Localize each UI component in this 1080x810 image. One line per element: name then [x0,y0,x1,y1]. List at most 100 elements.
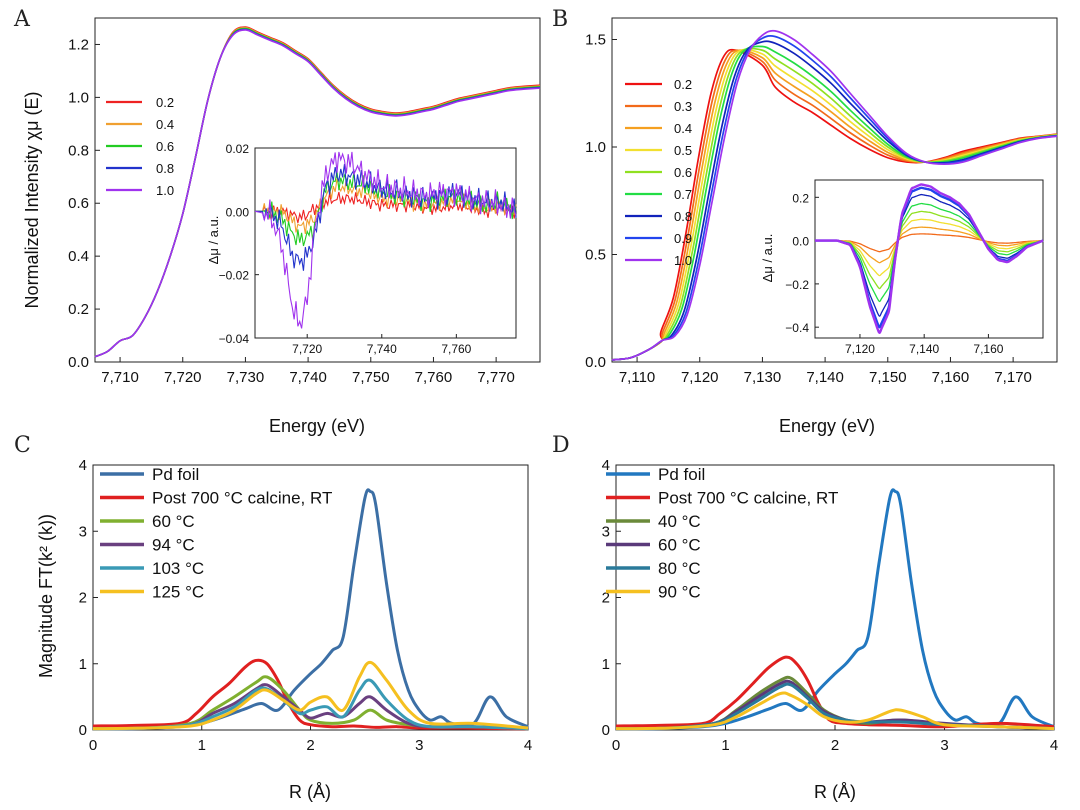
chart-panel-a: 7,710 7,720 7,730 7,740 7,750 7,760 7,770 0.0 0.… [22,17,541,436]
inset-a-frame [254,147,517,339]
panel-d-x-tick-label: 4 [1050,737,1058,754]
legend-label: Post 700 °C calcine, RT [658,489,838,508]
inset-series-line [815,233,1044,253]
legend-label: 0.4 [674,121,692,136]
inset-background [815,180,1043,338]
panel-a-y-tick-label: 0.4 [68,248,89,265]
panel-d-y-tick-label: 0 [602,722,610,739]
chart-panel-b: 7,110 7,120 7,130 7,140 7,150 7,160 7,1700.00.… [585,17,1058,436]
panel-a-y-tick-label: 0.0 [68,354,89,371]
inset-b-y-tick-label: −0.2 [785,278,809,292]
panel-d-x-tick-label: 2 [831,737,839,754]
legend-label: 0.5 [674,143,692,158]
panel-a-x-tick-label: 7,730 [227,369,265,386]
legend-label: Post 700 °C calcine, RT [152,489,332,508]
panel-c-x-tick-label: 1 [198,737,206,754]
panel-b-y-tick-label: 1.5 [585,32,606,49]
inset-b-frame [814,179,1044,339]
panel-label-d: D [552,433,570,458]
panel-d-y-tick-label: 1 [602,656,610,673]
panel-d-frame [615,464,1055,731]
x-axis-label: Energy (eV) [779,416,875,436]
y-axis-label: Magnitude FT(k² (k)) [36,514,56,678]
legend-label: 94 °C [152,536,195,555]
legend-label: 60 °C [152,512,195,531]
panel-c-y-tick-label: 4 [79,457,87,474]
inset-series-line [815,226,1044,264]
panel-b-x-tick-label: 7,160 [932,369,970,386]
panel-a-frame [94,17,541,363]
panel-a-y-tick-label: 1.2 [68,36,89,53]
inset-a-x-tick-label: 7,760 [441,342,471,356]
panel-label-b: B [552,7,568,32]
inset-series-line [815,218,1044,277]
panel-d-x-tick-label: 1 [721,737,729,754]
series-line [611,45,1058,361]
legend-label: 1.0 [674,253,692,268]
panel-c-y-tick-label: 0 [79,722,87,739]
series-line [611,40,1058,361]
y-axis-label: Normalized Intensity χμ (E) [22,92,42,309]
legend-label: 0.2 [156,95,174,110]
panel-b-x-tick-label: 7,170 [994,369,1032,386]
legend-label: 0.6 [674,165,692,180]
inset-series-line [815,183,1044,335]
panel-a-x-tick-label: 7,750 [352,369,390,386]
legend-label: 0.8 [674,209,692,224]
chart-panel-c: 0 1 2 3 4 0 1 2 3 4 Pd foil Post 700 °C calcine, RT… [36,457,532,802]
legend-label: 0.2 [674,77,692,92]
inset-a-y-tick-label: 0.00 [226,205,250,219]
panel-b-frame [611,17,1058,363]
panel-label-a: A [13,7,31,32]
x-axis-label: R (Å) [289,782,331,802]
panel-d-y-tick-label: 3 [602,523,610,540]
legend-label: 40 °C [658,512,701,531]
inset-b-y-tick-label: 0.2 [792,191,809,205]
panel-a-x-tick-label: 7,760 [415,369,453,386]
legend-label: 1.0 [156,183,174,198]
series-line [92,488,529,731]
panel-c-y-tick-label: 3 [79,523,87,540]
legend-label: 0.8 [156,161,174,176]
inset-b-y-tick-label: 0.0 [792,235,809,249]
inset-b-x-tick-label: 7,140 [909,342,939,356]
inset-a-y-tick-label: −0.02 [219,269,250,283]
panel-a-x-tick-label: 7,740 [289,369,327,386]
series-line [615,682,1055,731]
series-line [92,660,529,731]
series-line [611,48,1058,361]
panel-d-y-tick-label: 2 [602,590,610,607]
series-line [611,49,1058,361]
legend-label: 103 °C [152,559,204,578]
panel-d-x-tick-label: 0 [612,737,620,754]
series-line [611,47,1058,361]
panel-b-x-tick-label: 7,130 [744,369,782,386]
legend-label: Pd foil [658,465,705,484]
series-line [615,691,1055,731]
x-axis-label: Energy (eV) [269,416,365,436]
panel-d-y-tick-label: 4 [602,457,610,474]
inset-b-x-tick-label: 7,160 [973,342,1003,356]
inset-a-x-tick-label: 7,720 [292,342,322,356]
series-line [94,29,541,358]
legend-label: 125 °C [152,583,204,602]
panel-a-x-tick-label: 7,720 [164,369,202,386]
panel-a-y-tick-label: 0.2 [68,301,89,318]
panel-b-y-tick-label: 1.0 [585,139,606,156]
panel-b-x-tick-label: 7,150 [869,369,907,386]
panel-c-frame [92,464,529,731]
legend-label: 0.9 [674,231,692,246]
panel-c-y-tick-label: 2 [79,590,87,607]
series-line [611,49,1058,361]
panel-c-x-tick-label: 4 [524,737,532,754]
inset-y-axis-label: Δμ / a.u. [206,216,221,265]
panel-c-x-tick-label: 2 [306,737,314,754]
legend-label: 60 °C [658,536,701,555]
legend-label: 0.3 [674,99,692,114]
panel-b-x-tick-label: 7,120 [681,369,719,386]
legend-label: 90 °C [658,583,701,602]
legend-label: 0.7 [674,187,692,202]
series-line [92,678,529,731]
legend-label: 0.4 [156,117,174,132]
